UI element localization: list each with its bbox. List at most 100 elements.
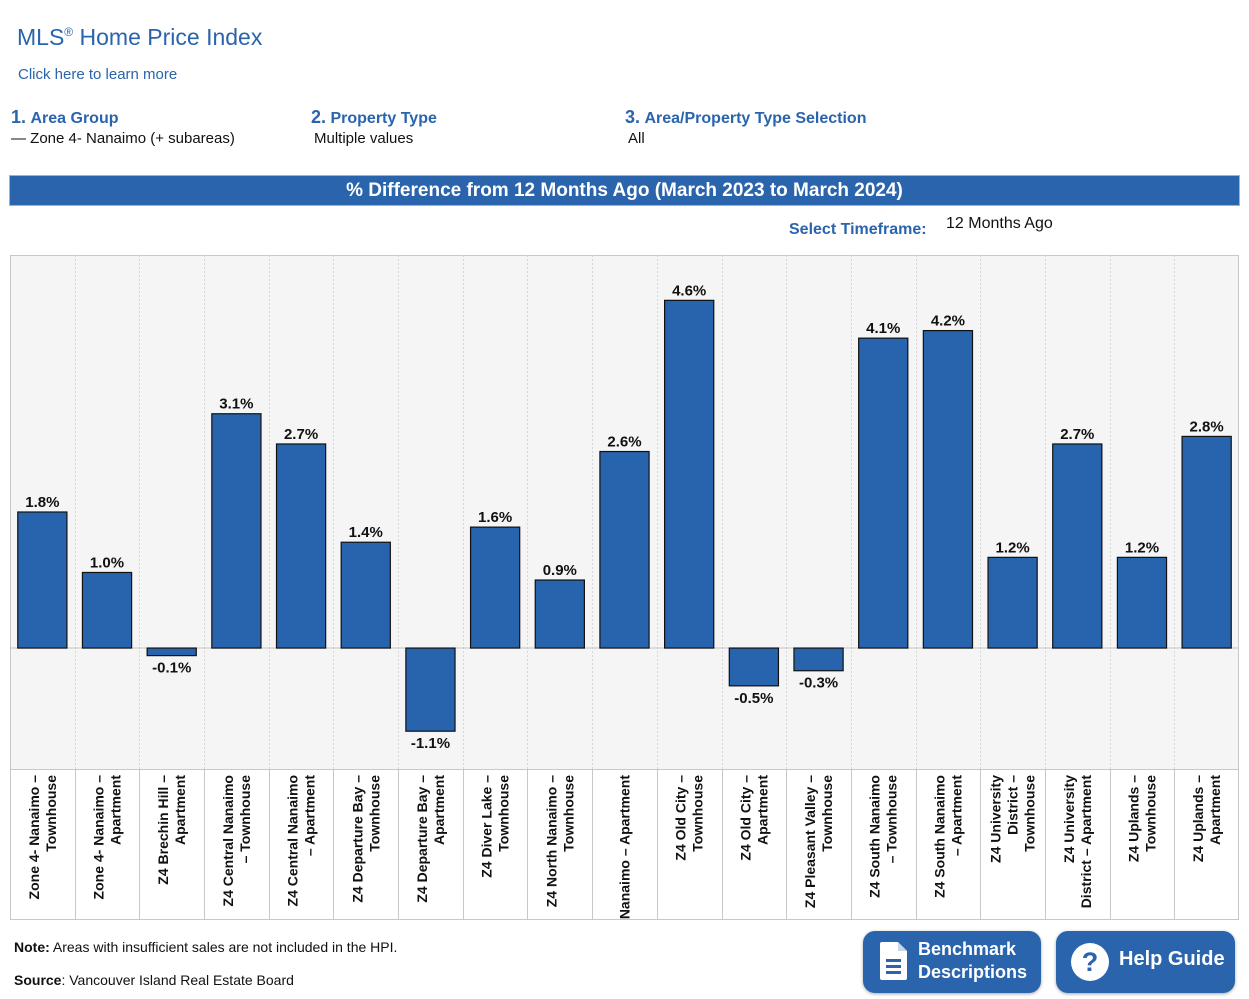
bar[interactable] [534, 579, 585, 649]
data-label: -0.3% [799, 675, 838, 692]
title-text: MLS [17, 24, 65, 50]
category-label: Z4 Pleasant Valley – [802, 775, 818, 908]
data-label: 0.9% [543, 562, 577, 579]
category-label: District – Apartment [1078, 775, 1094, 909]
category-label: Townhouse [43, 775, 59, 852]
filter-label: Area Group [30, 110, 119, 127]
timeframe-selector[interactable]: 12 Months Ago [946, 215, 1053, 232]
data-label: 4.6% [672, 282, 706, 299]
data-label: -0.1% [152, 660, 191, 677]
data-label: 4.2% [931, 313, 965, 330]
category-label: Townhouse [366, 775, 382, 852]
category-label: Z4 Uplands – [1190, 775, 1206, 862]
bar[interactable] [340, 541, 391, 649]
category-label: Z4 University [1061, 775, 1077, 863]
category-label: – Apartment [302, 775, 318, 857]
bar[interactable] [858, 337, 909, 649]
category-label: Townhouse [496, 775, 512, 852]
chart-title-banner: % Difference from 12 Months Ago (March 2… [10, 176, 1239, 205]
benchmark-label-line2: Descriptions [918, 962, 1028, 982]
category-label: Townhouse [1142, 775, 1158, 852]
data-label: 1.8% [25, 494, 59, 511]
category-label: Townhouse [819, 775, 835, 852]
bar[interactable] [922, 329, 974, 649]
page-title: MLS® Home Price Index [17, 24, 262, 51]
bar[interactable] [1181, 435, 1232, 649]
category-label: Z4 South Nanaimo [867, 775, 883, 898]
bar[interactable] [599, 450, 650, 649]
benchmark-descriptions-button[interactable]: Benchmark Descriptions [863, 931, 1041, 993]
data-label: 1.6% [478, 509, 512, 526]
svg-text:?: ? [1082, 947, 1099, 977]
note-text: Areas with insufficient sales are not in… [49, 939, 398, 955]
benchmark-button-label: Benchmark Descriptions [918, 938, 1027, 984]
category-axis-area [10, 769, 1239, 920]
footer-note: Note: Areas with insufficient sales are … [14, 939, 397, 955]
area-group-filter: 1. Area Group — Zone 4- Nanaimo (+ subar… [11, 107, 235, 147]
data-label: -0.5% [734, 690, 773, 707]
learn-more-link[interactable]: Click here to learn more [18, 66, 178, 83]
property-type-filter: 2. Property Type Multiple values [311, 107, 437, 147]
bar[interactable] [81, 571, 133, 649]
category-label: Z4 University [988, 775, 1004, 863]
data-label: 1.2% [1125, 539, 1159, 556]
data-label: 2.8% [1190, 418, 1224, 435]
category-label: Apartment [754, 775, 770, 845]
data-label: 1.4% [349, 524, 383, 541]
category-label: Z4 North Nanaimo – [543, 775, 559, 907]
category-label: – Townhouse [237, 775, 253, 864]
data-label: 2.7% [284, 426, 318, 443]
data-label: 2.6% [607, 434, 641, 451]
title-rest: Home Price Index [73, 24, 263, 50]
category-label: Z4 Central Nanaimo [285, 775, 301, 906]
category-label: Apartment [1207, 775, 1223, 845]
benchmark-label-line1: Benchmark [918, 939, 1017, 959]
timeframe-label: Select Timeframe: [789, 221, 927, 238]
category-label: Z4 South Nanaimo [931, 775, 947, 898]
bar[interactable] [664, 299, 715, 649]
footer-source: Source: Vancouver Island Real Estate Boa… [14, 972, 294, 988]
area-group-value[interactable]: — Zone 4- Nanaimo (+ subareas) [11, 130, 235, 147]
filter-number: 3. [625, 107, 641, 127]
bar[interactable] [405, 647, 456, 732]
bar[interactable] [793, 647, 844, 672]
source-text: : Vancouver Island Real Estate Board [61, 972, 294, 988]
filter-label: Property Type [330, 110, 437, 127]
bar[interactable] [1116, 556, 1168, 649]
filter-label: Area/Property Type Selection [644, 110, 867, 127]
category-label: Z4 Brechin Hill – [155, 775, 171, 885]
bar[interactable] [469, 526, 521, 649]
help-guide-label: Help Guide [1119, 948, 1225, 970]
category-label: – Apartment [948, 775, 964, 857]
area-property-selection-filter: 3. Area/Property Type Selection All [625, 107, 866, 147]
bar[interactable] [146, 647, 197, 657]
document-icon [880, 942, 907, 980]
title-registered-mark: ® [64, 25, 74, 39]
category-label: Z4 Uplands – [1125, 775, 1141, 862]
bar[interactable] [728, 647, 780, 687]
help-guide-button[interactable]: ? Help Guide [1056, 931, 1235, 993]
note-label: Note: [14, 939, 50, 955]
filter-number: 1. [11, 107, 27, 127]
question-icon: ? [1071, 943, 1109, 981]
bar[interactable] [987, 556, 1038, 649]
category-label: Apartment [172, 775, 188, 845]
data-label: 4.1% [866, 320, 900, 337]
filter-number: 2. [311, 107, 327, 127]
bar[interactable] [1052, 443, 1103, 649]
category-label: Z4 Old City – [737, 775, 753, 861]
category-label: Z4 Old City – [673, 775, 689, 861]
source-label: Source [14, 972, 62, 988]
property-type-value[interactable]: Multiple values [314, 130, 414, 147]
selection-value[interactable]: All [628, 130, 645, 147]
category-label: Z4 North Nanaimo – Apartment [617, 775, 633, 921]
category-label: Townhouse [560, 775, 576, 852]
bar[interactable] [275, 443, 327, 649]
category-label: Z4 Departure Bay – [414, 775, 430, 903]
category-label: Townhouse [690, 775, 706, 852]
category-label: Apartment [431, 775, 447, 845]
bar[interactable] [211, 413, 262, 649]
bar-chart: 1.8% 1.0% -0.1% 3.1% 2.7% 1.4% -1.1% 1.6% 0.9% 2.… [10, 255, 1239, 921]
data-label: 3.1% [219, 396, 253, 413]
bar[interactable] [17, 511, 68, 649]
